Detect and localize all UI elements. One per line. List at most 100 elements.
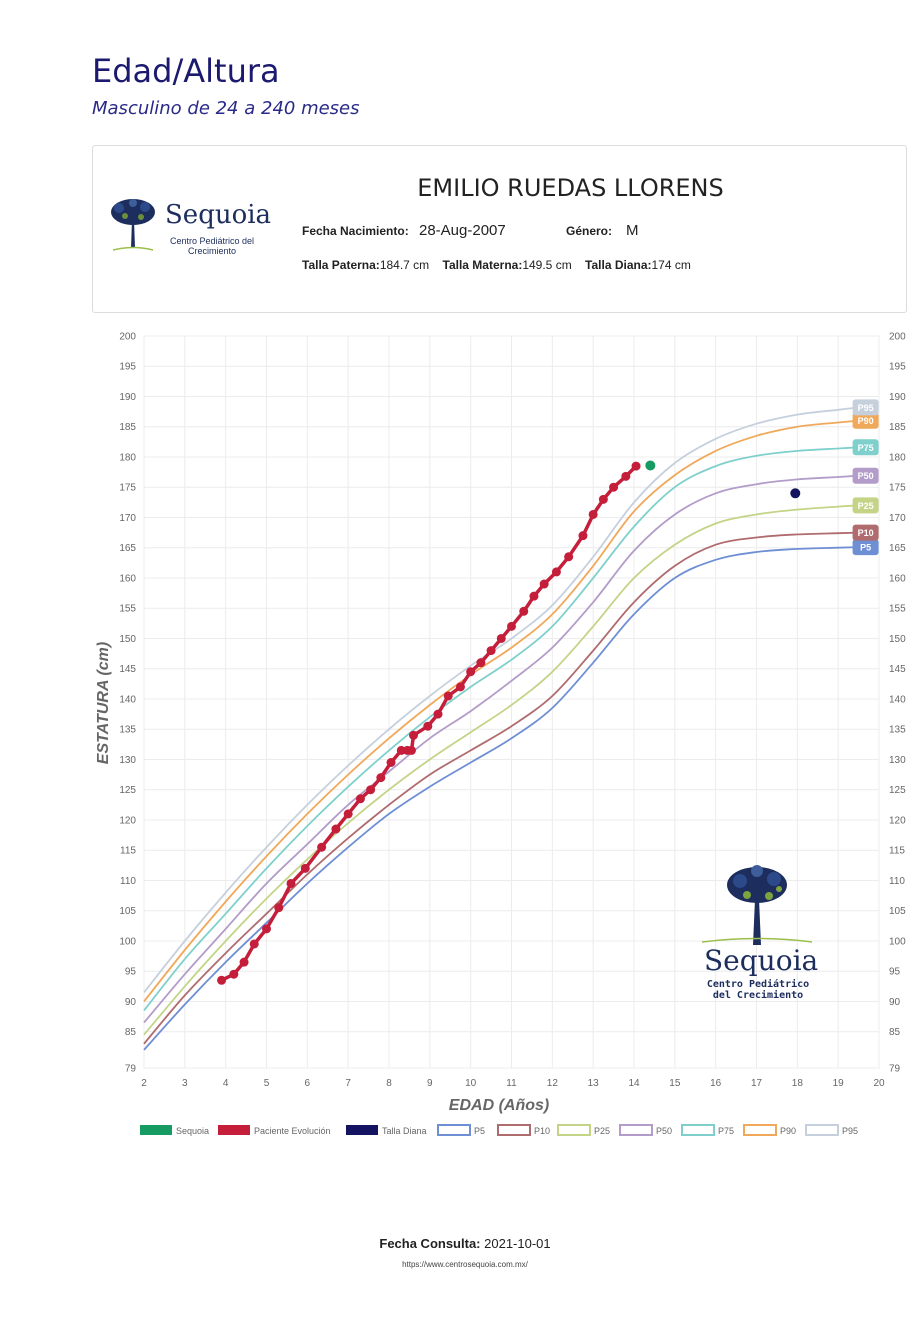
- y-tick-label: 90: [125, 997, 137, 1008]
- watermark-sub-1: Centro Pediátrico: [707, 978, 809, 990]
- legend-swatch: [497, 1124, 531, 1136]
- footer-url: https://www.centrosequoia.com.mx/: [402, 1260, 528, 1269]
- x-tick-label: 20: [873, 1078, 885, 1089]
- y-tick-label: 110: [120, 876, 136, 887]
- legend-item-p25: P25: [557, 1124, 610, 1136]
- sequoia-point: [645, 460, 656, 471]
- badge-bg: [852, 524, 879, 541]
- percentile-curves: [143, 406, 859, 1051]
- y-tick-label: 150: [119, 634, 136, 645]
- consult-value: 2021-10-01: [484, 1236, 551, 1251]
- patient-point: [539, 579, 549, 589]
- percentile-badges: P5 P10 P25 P50 P75 P90 P95: [852, 399, 879, 556]
- patient-point: [443, 691, 453, 701]
- x-tick-label: 13: [588, 1078, 600, 1089]
- legend-item-talla-diana: Talla Diana: [346, 1125, 427, 1136]
- y-tick-label: 180: [119, 452, 136, 463]
- y-tick-label: 130: [119, 755, 136, 766]
- sequoia-watermark: Sequoia Centro Pediátrico del Crecimient…: [701, 865, 818, 1001]
- badge-p75: P75: [852, 439, 879, 456]
- patient-point: [609, 482, 619, 492]
- badge-label: P10: [858, 528, 874, 538]
- y-tick-label-right: 175: [889, 483, 906, 494]
- y-tick-label-right: 79: [889, 1064, 901, 1075]
- badge-bg: [852, 467, 879, 484]
- legend-label: P95: [842, 1126, 858, 1136]
- chart-legend: Sequoia Paciente Evolución Talla Diana P5 P1…: [140, 1124, 858, 1136]
- y-tick-label: 85: [125, 1027, 137, 1038]
- y-tick-label-right: 145: [889, 664, 906, 675]
- x-tick-label: 10: [465, 1078, 477, 1089]
- y-tick-label: 115: [120, 846, 136, 857]
- legend-label: Sequoia: [176, 1126, 209, 1136]
- patient-point: [529, 591, 539, 601]
- y-tick-label-right: 100: [889, 936, 906, 947]
- mother-label: Talla Materna:: [442, 258, 523, 272]
- x-tick-label: 17: [751, 1078, 763, 1089]
- legend-label: P75: [718, 1126, 734, 1136]
- chart-grid: [143, 335, 880, 1069]
- patient-point: [466, 667, 476, 677]
- patient-point: [476, 658, 486, 668]
- y-tick-label: 160: [119, 573, 136, 584]
- x-tick-label: 16: [710, 1078, 722, 1089]
- y-tick-label-right: 195: [889, 362, 906, 373]
- x-tick-label: 11: [506, 1078, 517, 1089]
- legend-item-p10: P10: [497, 1124, 550, 1136]
- patient-point: [343, 809, 353, 819]
- patient-point: [239, 957, 249, 967]
- badge-p90: P90: [852, 412, 879, 429]
- y-tick-label: 79: [125, 1064, 137, 1075]
- y-tick-label: 120: [119, 815, 136, 826]
- badge-label: P25: [858, 501, 874, 511]
- patient-point: [274, 903, 284, 913]
- y-tick-label: 200: [119, 332, 136, 343]
- legend-swatch: [140, 1125, 172, 1135]
- y-tick-label-right: 140: [889, 694, 906, 705]
- patient-point: [249, 939, 259, 949]
- target-value: 174 cm: [651, 258, 691, 272]
- legend-swatch: [619, 1124, 653, 1136]
- page-subtitle: Masculino de 24 a 240 meses: [92, 98, 360, 119]
- reference-points: [645, 460, 801, 499]
- patient-point: [433, 709, 443, 719]
- patient-name: EMILIO RUEDAS LLORENS: [417, 174, 724, 202]
- percentile-curve-p95: [143, 406, 859, 993]
- patient-point: [262, 924, 271, 934]
- patient-point: [551, 567, 561, 577]
- x-tick-label: 12: [547, 1078, 559, 1089]
- legend-swatch: [681, 1124, 715, 1136]
- patient-point: [300, 863, 310, 873]
- x-tick-label: 14: [628, 1078, 640, 1089]
- badge-bg: [852, 412, 879, 429]
- y-tick-label-right: 150: [889, 634, 906, 645]
- y-tick-label: 140: [119, 694, 136, 705]
- y-tick-label-right: 155: [889, 604, 906, 615]
- badge-p25: P25: [852, 497, 879, 514]
- y-tick-label: 125: [119, 785, 136, 796]
- legend-item-p95: P95: [805, 1124, 858, 1136]
- x-tick-label: 4: [223, 1078, 229, 1089]
- patient-point: [519, 606, 529, 616]
- y-tick-label-right: 200: [889, 332, 906, 343]
- badge-label: P75: [858, 443, 874, 453]
- y-tick-label-right: 90: [889, 997, 901, 1008]
- x-tick-label: 9: [427, 1078, 433, 1089]
- y-tick-label-right: 185: [889, 422, 906, 433]
- x-tick-label: 5: [264, 1078, 270, 1089]
- y-tick-label: 170: [119, 513, 136, 524]
- consult-date: Fecha Consulta: 2021-10-01: [0, 1236, 912, 1251]
- patient-point: [423, 721, 433, 731]
- y-tick-label-right: 115: [889, 846, 905, 857]
- badge-label: P90: [858, 416, 874, 426]
- y-tick-label-right: 190: [889, 392, 906, 403]
- y-tick-label: 195: [119, 362, 136, 373]
- patient-point: [317, 842, 327, 852]
- sequoia-logo: Sequoia Centro Pediátrico del Crecimient…: [105, 196, 275, 260]
- legend-label: P90: [780, 1126, 796, 1136]
- y-tick-label-right: 160: [889, 573, 906, 584]
- x-axis-label: EDAD (Años): [449, 1097, 549, 1114]
- badge-bg: [852, 399, 879, 416]
- patient-card: Sequoia Centro Pediátrico del Crecimient…: [92, 145, 907, 313]
- logo-brand: Sequoia: [165, 200, 272, 230]
